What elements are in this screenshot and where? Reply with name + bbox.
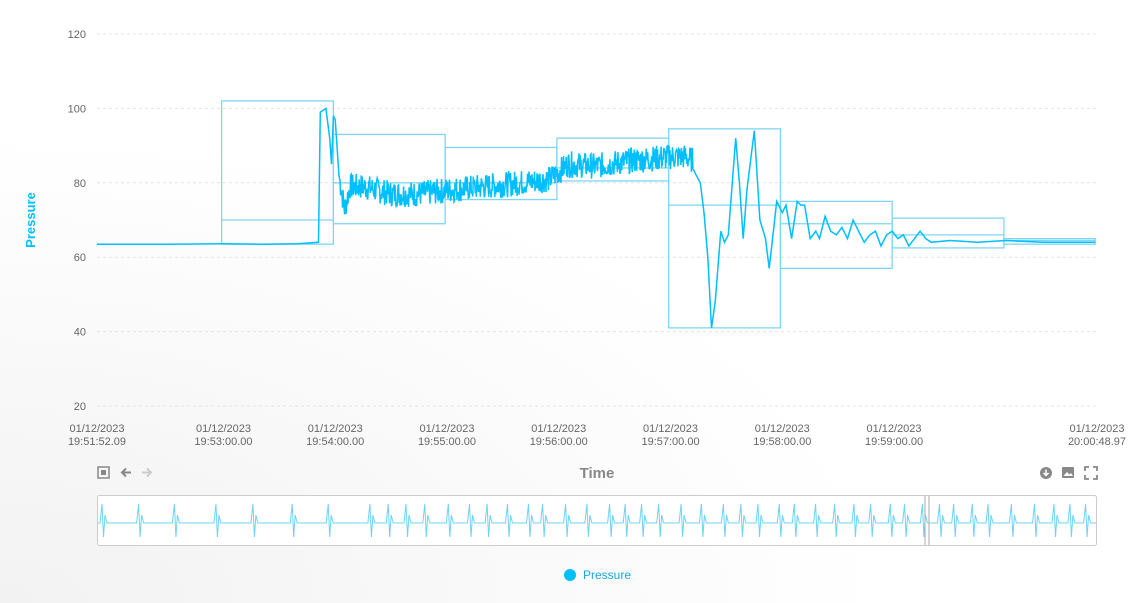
envelope-box: [1003, 237, 1096, 245]
grid-lines: [97, 33, 1097, 407]
navigator-series: [98, 503, 1096, 538]
envelope-box: [220, 100, 335, 245]
x-tick-date: 01/12/2023: [419, 423, 474, 435]
x-tick-date: 01/12/2023: [755, 423, 810, 435]
x-tick-label: 01/12/2023 19:56:00.00: [530, 423, 588, 448]
x-tick-date: 01/12/2023: [531, 423, 586, 435]
x-tick-label: 01/12/2023 19:54:00.00: [306, 423, 364, 448]
x-tick-date: 01/12/2023: [866, 423, 921, 435]
x-tick-label: 01/12/2023 19:59:00.00: [865, 423, 923, 448]
x-tick-label: 01/12/2023 19:51:52.09: [68, 423, 126, 448]
x-axis-label: Time: [580, 465, 615, 482]
y-tick-label: 60: [74, 252, 86, 264]
y-tick-label: 120: [68, 29, 86, 41]
x-tick-time: 19:53:00.00: [194, 436, 252, 448]
fullscreen-icon[interactable]: [1084, 466, 1098, 480]
y-tick-label: 20: [74, 401, 86, 413]
arrow-right-icon[interactable]: [142, 467, 153, 478]
y-tick-label: 80: [74, 178, 86, 190]
x-tick-time: 19:51:52.09: [68, 436, 126, 448]
envelope-boxes: [220, 100, 1096, 329]
x-tick-date: 01/12/2023: [196, 423, 251, 435]
legend-marker: [564, 569, 576, 581]
x-tick-time: 20:00:48.97: [1068, 436, 1126, 448]
x-tick-date: 01/12/2023: [1069, 423, 1124, 435]
x-tick-label: 01/12/2023 19:57:00.00: [641, 423, 699, 448]
x-tick-time: 19:55:00.00: [418, 436, 476, 448]
x-tick-label: 01/12/2023 20:00:48.97: [1068, 423, 1126, 448]
image-icon[interactable]: [1062, 467, 1074, 478]
x-tick-label: 01/12/2023 19:58:00.00: [753, 423, 811, 448]
envelope-box: [891, 217, 1005, 249]
legend-label: Pressure: [583, 568, 631, 582]
x-tick-time: 19:57:00.00: [641, 436, 699, 448]
x-tick-label: 01/12/2023 19:53:00.00: [194, 423, 252, 448]
range-navigator[interactable]: [97, 495, 1097, 546]
x-tick-time: 19:56:00.00: [530, 436, 588, 448]
arrow-left-icon[interactable]: [120, 467, 131, 478]
x-tick-date: 01/12/2023: [69, 423, 124, 435]
x-tick-date: 01/12/2023: [643, 423, 698, 435]
navigator-line: [98, 503, 1096, 538]
x-tick-time: 19:59:00.00: [865, 436, 923, 448]
y-axis-label: Pressure: [23, 192, 38, 248]
x-tick-time: 19:54:00.00: [306, 436, 364, 448]
y-axis-ticks: 20 40 60 80 100 120: [68, 29, 86, 413]
x-tick-time: 19:58:00.00: [753, 436, 811, 448]
download-icon[interactable]: [1040, 467, 1052, 479]
legend-item-pressure[interactable]: Pressure: [564, 568, 631, 582]
x-tick-date: 01/12/2023: [308, 423, 363, 435]
y-tick-label: 40: [74, 327, 86, 339]
y-tick-label: 100: [68, 103, 86, 115]
pressure-series-line: [96, 107, 1096, 329]
x-tick-label: 01/12/2023 19:55:00.00: [418, 423, 476, 448]
expand-arrows-icon[interactable]: [97, 466, 110, 479]
